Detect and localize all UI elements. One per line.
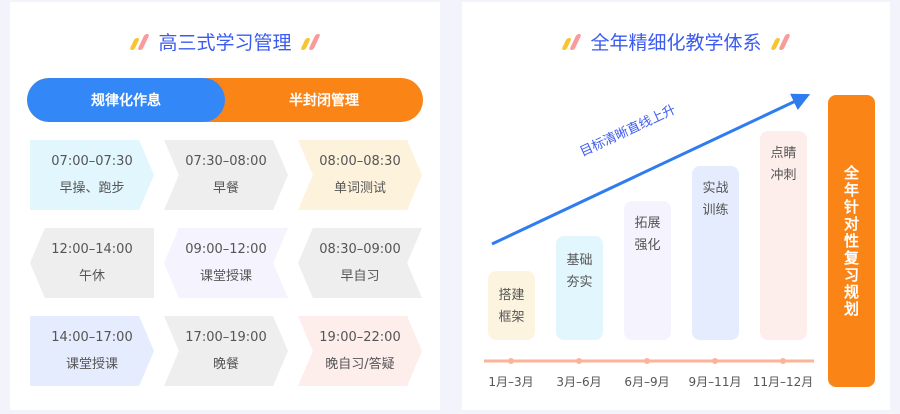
left-panel: 高三式学习管理 半封闭管理 规律化作息 07:00–07:30 早操、跑步 07:3… xyxy=(10,2,440,410)
schedule-time: 17:00–19:00 xyxy=(185,330,267,345)
timeline-dot xyxy=(712,358,718,364)
toggle-semi-closed[interactable]: 半封闭管理 xyxy=(289,93,359,109)
schedule-cell: 19:00–22:00 晚自习/答疑 xyxy=(298,316,422,386)
schedule-activity: 课堂授课 xyxy=(199,269,252,284)
stage-months: 1月–3月 xyxy=(488,375,534,389)
schedule-cell: 08:00–08:30 单词测试 xyxy=(298,140,422,210)
final-review-label: 全年针对性复习规划 xyxy=(842,164,860,318)
timeline-dot xyxy=(576,358,582,364)
stage-label: 实战训练 xyxy=(702,181,729,218)
stage-label: 点睛冲刺 xyxy=(770,146,797,183)
toggle-regular-schedule[interactable]: 规律化作息 xyxy=(27,78,225,122)
schedule-time: 19:00–22:00 xyxy=(319,330,401,345)
schedule-cell: 14:00–17:00 课堂授课 xyxy=(30,316,154,386)
schedule-time: 07:30–08:00 xyxy=(185,154,267,169)
schedule-time: 09:00–12:00 xyxy=(185,242,267,257)
stage-label: 搭建框架 xyxy=(498,288,525,325)
schedule-cell: 09:00–12:00 课堂授课 xyxy=(164,228,288,298)
title-text: 高三式学习管理 xyxy=(158,32,292,54)
decoration-icon xyxy=(129,33,151,50)
stage-months: 3月–6月 xyxy=(556,375,602,389)
right-title: 全年精细化教学体系 xyxy=(462,28,890,55)
schedule-time: 07:00–07:30 xyxy=(51,154,133,169)
schedule-time: 12:00–14:00 xyxy=(51,242,133,257)
stage-months: 6月–9月 xyxy=(624,375,670,389)
schedule-time: 08:00–08:30 xyxy=(319,154,401,169)
mode-toggle: 半封闭管理 规律化作息 xyxy=(27,78,423,122)
growth-arrow xyxy=(484,93,814,363)
decoration-icon xyxy=(299,33,321,50)
schedule-activity: 课堂授课 xyxy=(65,357,118,372)
schedule-cell: 17:00–19:00 晚餐 xyxy=(164,316,288,386)
arrow-line xyxy=(491,93,811,246)
schedule-activity: 晚餐 xyxy=(212,357,239,372)
stage-label: 拓展强化 xyxy=(634,216,661,253)
right-panel: 全年精细化教学体系 目标清晰直线上升 搭建框架 1月–3月 基础夯实 3月–6月 拓展强… xyxy=(462,2,890,410)
schedule-time: 14:00–17:00 xyxy=(51,330,133,345)
title-text: 全年精细化教学体系 xyxy=(590,32,762,54)
schedule-cell: 08:30–09:00 早自习 xyxy=(298,228,422,298)
stage-bar: 点睛冲刺 xyxy=(760,131,807,340)
schedule-time: 08:30–09:00 xyxy=(319,242,401,257)
stage-label: 基础夯实 xyxy=(566,253,593,290)
stage-months: 9月–11月 xyxy=(688,375,742,389)
left-title: 高三式学习管理 xyxy=(10,28,440,55)
stage-bar: 基础夯实 xyxy=(556,236,603,340)
schedule-cell: 07:00–07:30 早操、跑步 xyxy=(30,140,154,210)
schedule-activity: 早操、跑步 xyxy=(59,181,125,196)
schedule-activity: 早自习 xyxy=(340,269,380,284)
schedule-activity: 单词测试 xyxy=(333,181,386,196)
timeline-dot xyxy=(780,358,786,364)
timeline-dot xyxy=(508,358,514,364)
schedule-activity: 晚自习/答疑 xyxy=(325,357,395,372)
stage-months: 11月–12月 xyxy=(752,375,814,389)
timeline-dot xyxy=(644,358,650,364)
stage-bar: 搭建框架 xyxy=(488,271,535,340)
schedule-cell: 12:00–14:00 午休 xyxy=(30,228,154,298)
schedule-activity: 午休 xyxy=(78,269,105,284)
schedule-cell: 07:30–08:00 早餐 xyxy=(164,140,288,210)
schedule-activity: 早餐 xyxy=(212,181,239,196)
stage-bar: 拓展强化 xyxy=(624,201,671,340)
stage-bar: 实战训练 xyxy=(692,166,739,340)
final-review-box: 全年针对性复习规划 xyxy=(828,95,875,387)
